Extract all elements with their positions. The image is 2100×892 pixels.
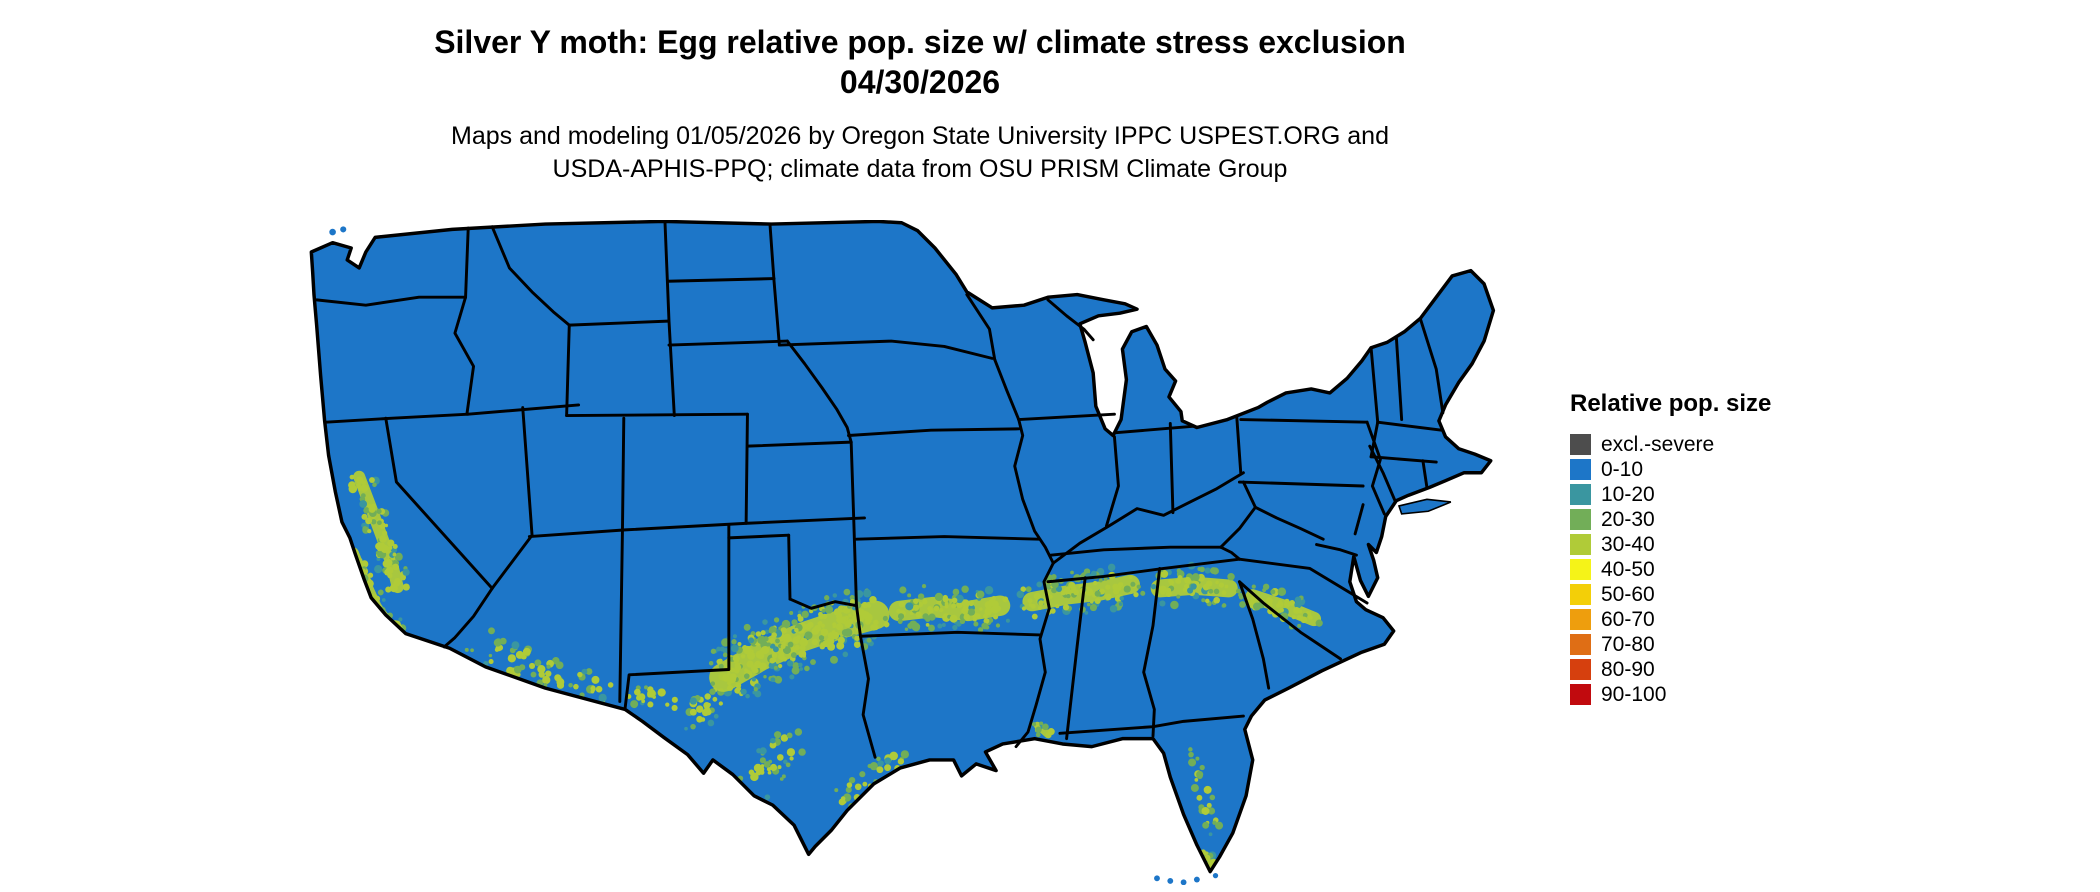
legend-item-label: 20-30 — [1601, 507, 1655, 531]
legend-color-swatch — [1570, 459, 1591, 480]
population-hotspot-layer — [347, 470, 1323, 870]
legend-item-label: 80-90 — [1601, 657, 1655, 681]
legend-items: excl.-severe 0-10 10-20 20-30 30-40 40-50 50-6… — [1570, 432, 1771, 707]
legend-item-10-20: 10-20 — [1570, 482, 1771, 507]
legend-item-20-30: 20-30 — [1570, 507, 1771, 532]
legend-color-swatch — [1570, 434, 1591, 455]
florida-keys — [1154, 875, 1160, 882]
legend-item-excl.-severe: excl.-severe — [1570, 432, 1771, 457]
legend-item-label: 60-70 — [1601, 607, 1655, 631]
legend-item-40-50: 40-50 — [1570, 557, 1771, 582]
legend-color-swatch — [1570, 534, 1591, 555]
legend-color-swatch — [1570, 684, 1591, 705]
legend-item-label: 90-100 — [1601, 682, 1667, 706]
page-subtitle: Maps and modeling 01/05/2026 by Oregon S… — [0, 120, 1840, 186]
legend-color-swatch — [1570, 634, 1591, 655]
legend-color-swatch — [1570, 484, 1591, 505]
legend-item-label: 50-60 — [1601, 582, 1655, 606]
legend-item-70-80: 70-80 — [1570, 632, 1771, 657]
legend-item-60-70: 60-70 — [1570, 607, 1771, 632]
us-map — [309, 220, 1496, 885]
legend-color-swatch — [1570, 559, 1591, 580]
subtitle-line-2: USDA-APHIS-PPQ; climate data from OSU PR… — [552, 155, 1288, 183]
legend-color-swatch — [1570, 659, 1591, 680]
title-line-2: 04/30/2026 — [839, 64, 1001, 100]
legend: Relative pop. size excl.-severe 0-10 10-20… — [1570, 390, 1771, 707]
long-island — [1397, 498, 1452, 515]
legend-title: Relative pop. size — [1570, 390, 1772, 417]
legend-item-label: 10-20 — [1601, 482, 1655, 506]
legend-item-90-100: 90-100 — [1570, 682, 1771, 707]
us-land-base — [311, 221, 1494, 872]
title-line-1: Silver Y moth: Egg relative pop. size w/… — [434, 24, 1406, 60]
legend-item-label: 70-80 — [1601, 632, 1655, 656]
page-title: Silver Y moth: Egg relative pop. size w/… — [0, 22, 1840, 102]
legend-item-label: 0-10 — [1601, 457, 1644, 481]
legend-item-80-90: 80-90 — [1570, 657, 1771, 682]
legend-item-label: excl.-severe — [1601, 432, 1715, 456]
state-borders — [315, 221, 1445, 759]
legend-item-label: 30-40 — [1601, 532, 1655, 556]
subtitle-line-1: Maps and modeling 01/05/2026 by Oregon S… — [451, 122, 1389, 150]
map-figure — [306, 220, 1516, 885]
legend-item-50-60: 50-60 — [1570, 582, 1771, 607]
legend-color-swatch — [1570, 509, 1591, 530]
legend-item-30-40: 30-40 — [1570, 532, 1771, 557]
legend-color-swatch — [1570, 609, 1591, 630]
legend-item-label: 40-50 — [1601, 557, 1655, 581]
legend-color-swatch — [1570, 584, 1591, 605]
offshore-islands — [329, 226, 1219, 885]
legend-item-0-10: 0-10 — [1570, 457, 1771, 482]
